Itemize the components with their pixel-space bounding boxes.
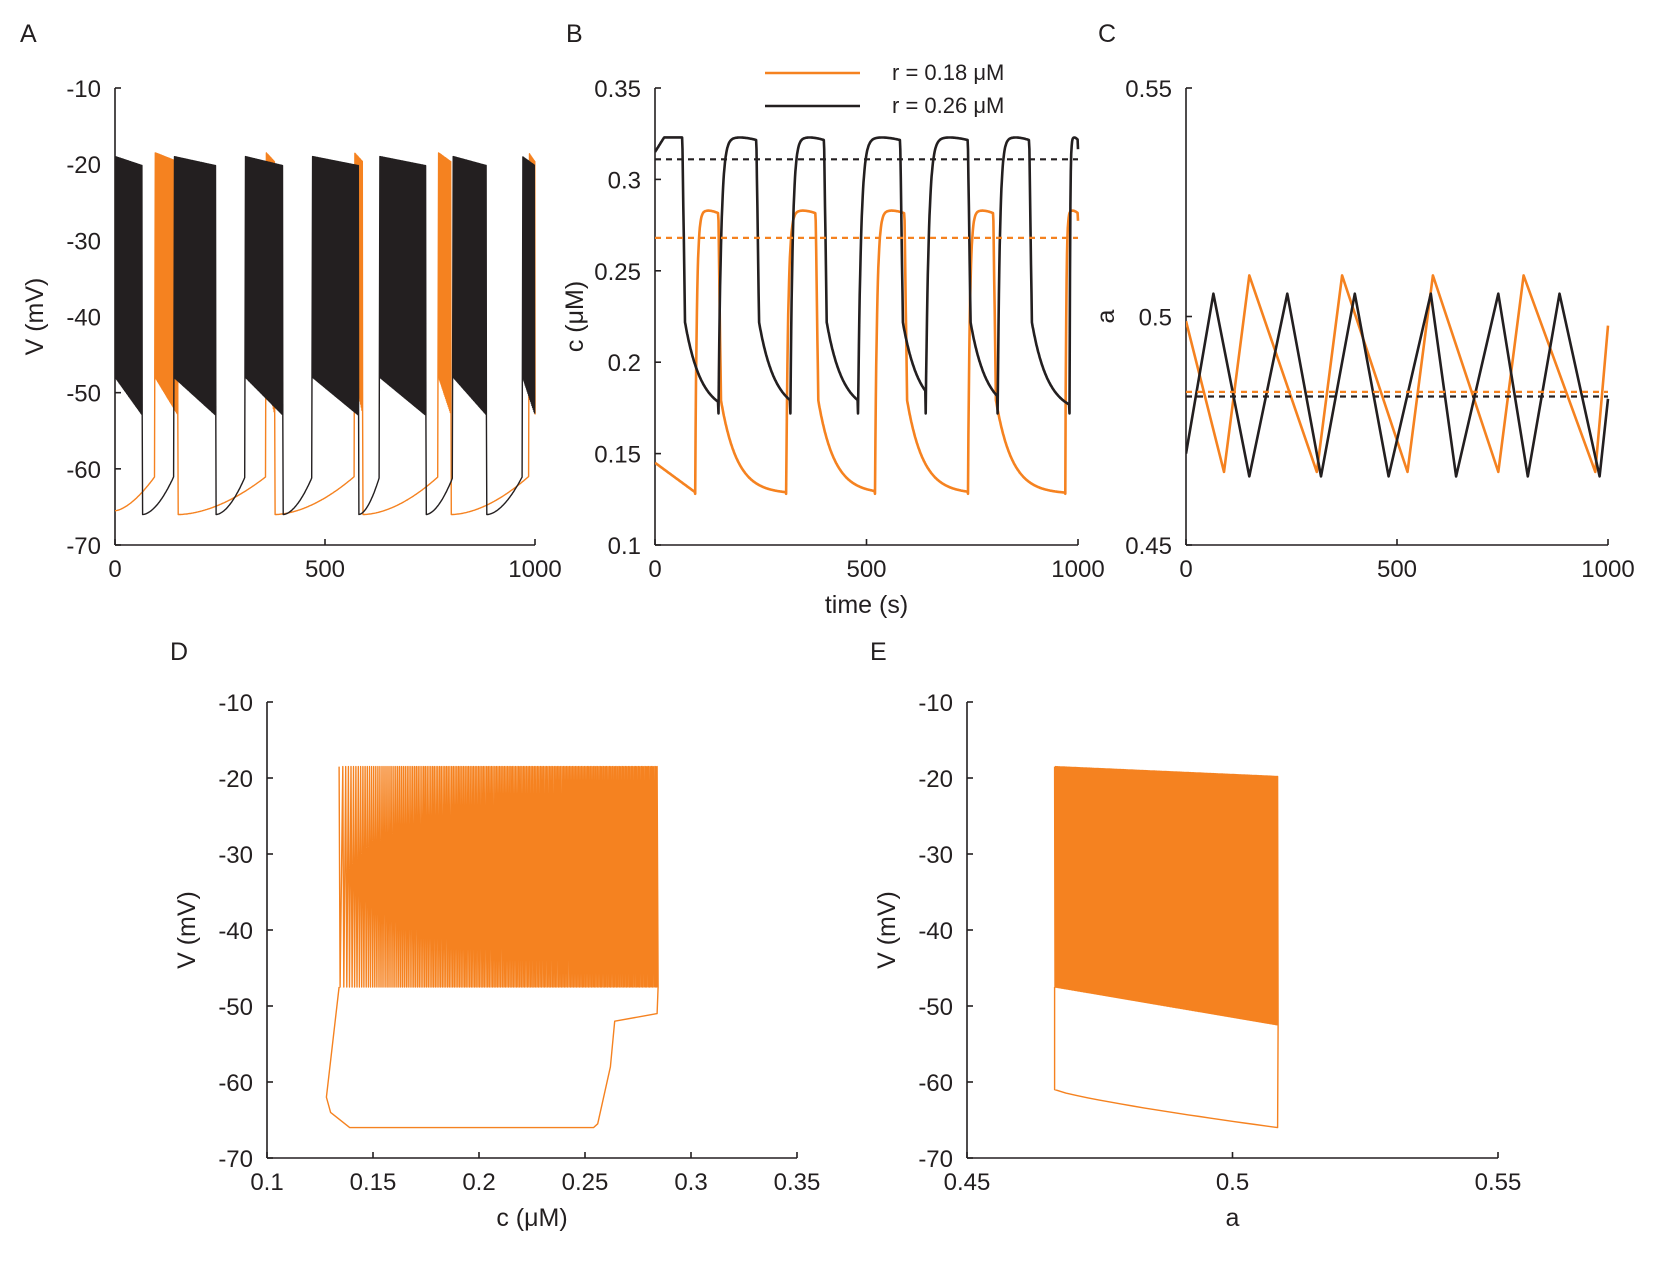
legend-label-orange: r = 0.18 μM	[892, 60, 1004, 85]
x-tick-label: 0.2	[462, 1169, 495, 1196]
y-axis-label: c (μM)	[561, 281, 589, 352]
x-tick-label: 0.5	[1216, 1169, 1249, 1196]
panel-d: -70 -60 -50 -40 -30 -20 -10 0.1 0.15 0.2 0.25 0.3 0.…	[173, 690, 820, 1232]
x-tick-label: 0	[108, 556, 121, 583]
y-tick-label: 0.3	[608, 167, 641, 194]
series-line-0	[325, 765, 659, 1129]
x-axis-label: a	[1226, 1204, 1240, 1232]
legend: r = 0.18 μM r = 0.26 μM	[765, 60, 1004, 118]
panel-c: 0.45 0.5 0.55 0 500 1000 a	[1092, 76, 1635, 583]
y-tick-label: -10	[218, 690, 253, 717]
plot-area	[1053, 765, 1279, 1129]
x-tick-label: 0.3	[674, 1169, 707, 1196]
series-line-1	[115, 155, 536, 516]
y-tick-label: -20	[66, 152, 101, 179]
y-tick-label: -10	[66, 76, 101, 103]
panel-e: -70 -60 -50 -40 -30 -20 -10 0.45 0.5 0.55 V (mV) a	[873, 690, 1521, 1232]
y-axis-label: V (mV)	[873, 891, 901, 969]
y-tick-label: 0.45	[1125, 533, 1172, 560]
y-tick-label: -30	[918, 842, 953, 869]
y-tick-label: 0.5	[1139, 305, 1172, 332]
x-tick-label: 0.45	[944, 1169, 991, 1196]
x-tick-label: 1000	[1051, 556, 1104, 583]
y-tick-label: 0.2	[608, 350, 641, 377]
y-tick-label: -70	[66, 533, 101, 560]
y-tick-label: -10	[918, 690, 953, 717]
y-tick-label: -30	[66, 228, 101, 255]
x-axis-label: time (s)	[825, 591, 908, 619]
plot-area	[115, 152, 536, 516]
y-tick-label: 0.25	[594, 259, 641, 286]
y-tick-label: -40	[918, 918, 953, 945]
x-axis-label: c (μM)	[496, 1204, 567, 1232]
y-tick-label: -20	[918, 766, 953, 793]
x-tick-label: 500	[305, 556, 345, 583]
panel-label-b: B	[566, 20, 583, 48]
plot-area	[655, 136, 1080, 496]
y-tick-label: -40	[218, 918, 253, 945]
y-tick-label: -60	[218, 1070, 253, 1097]
y-tick-label: -60	[918, 1070, 953, 1097]
series-line-0	[655, 209, 1080, 496]
panel-a: -70 -60 -50 -40 -30 -20 -10 0 500 1000 V (mV)	[21, 76, 562, 583]
y-axis-label: V (mV)	[173, 891, 201, 969]
plot-area	[325, 765, 659, 1129]
x-tick-label: 0.55	[1475, 1169, 1522, 1196]
y-tick-label: -60	[66, 457, 101, 484]
panel-b: 0.1 0.15 0.2 0.25 0.3 0.35 0 500 1000 c (μM) time …	[561, 76, 1105, 619]
series-line-0	[1186, 274, 1610, 474]
y-tick-label: -50	[218, 994, 253, 1021]
x-tick-label: 1000	[1581, 556, 1634, 583]
y-tick-label: -70	[918, 1146, 953, 1173]
y-tick-label: -30	[218, 842, 253, 869]
y-axis-label: a	[1092, 309, 1120, 323]
x-tick-label: 0.1	[250, 1169, 283, 1196]
panel-label-a: A	[20, 20, 37, 48]
x-tick-label: 0.35	[774, 1169, 821, 1196]
legend-label-black: r = 0.26 μM	[892, 93, 1004, 118]
plot-area	[1186, 274, 1610, 478]
y-tick-label: -20	[218, 766, 253, 793]
panel-label-e: E	[870, 638, 887, 666]
y-tick-label: -70	[218, 1146, 253, 1173]
series-line-0	[115, 152, 536, 516]
x-tick-label: 1000	[508, 556, 561, 583]
y-tick-label: 0.55	[1125, 76, 1172, 103]
y-tick-label: 0.1	[608, 533, 641, 560]
series-line-1	[1186, 292, 1610, 478]
y-tick-label: -50	[918, 994, 953, 1021]
x-tick-label: 500	[846, 556, 886, 583]
x-tick-label: 0.25	[562, 1169, 609, 1196]
y-axis-label: V (mV)	[21, 278, 49, 356]
x-tick-label: 0	[1179, 556, 1192, 583]
y-tick-label: 0.15	[594, 442, 641, 469]
x-tick-label: 500	[1377, 556, 1417, 583]
y-tick-label: -40	[66, 305, 101, 332]
y-tick-label: 0.35	[594, 76, 641, 103]
series-line-1	[655, 136, 1080, 415]
panel-label-c: C	[1098, 20, 1116, 48]
x-tick-label: 0	[648, 556, 661, 583]
series-line-0	[1053, 765, 1279, 1129]
x-tick-label: 0.15	[350, 1169, 397, 1196]
panel-label-d: D	[170, 638, 188, 666]
y-tick-label: -50	[66, 381, 101, 408]
